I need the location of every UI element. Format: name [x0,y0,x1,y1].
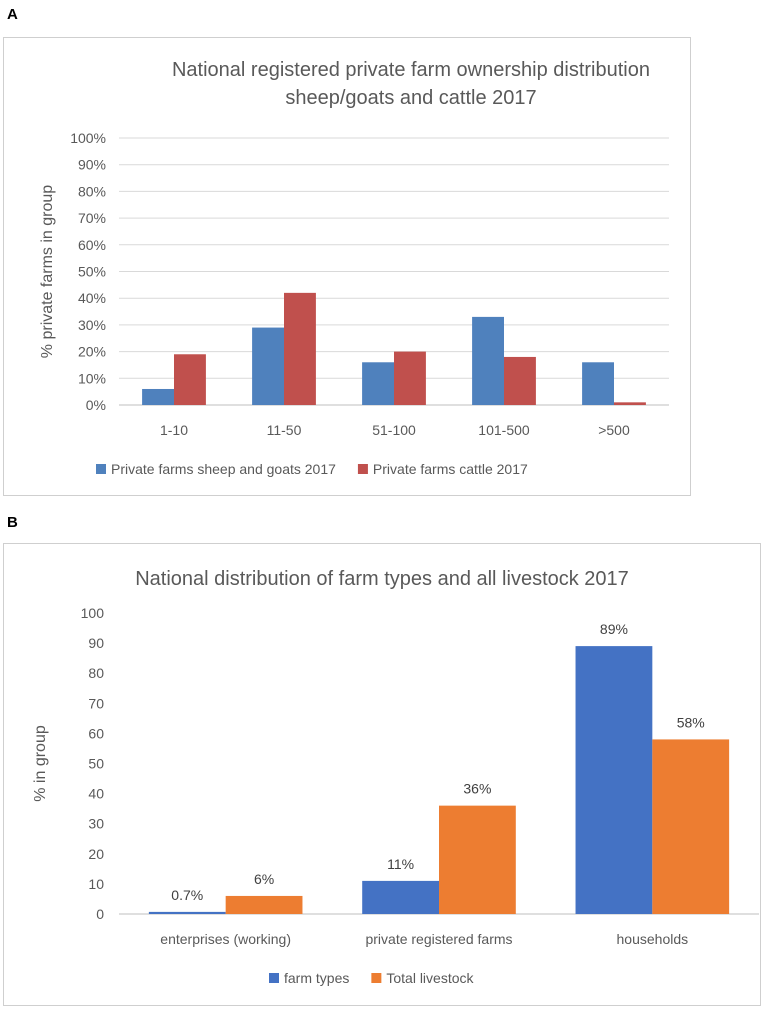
y-tick-label: 80% [78,183,106,199]
panel-label-a: A [7,6,18,23]
x-tick-label: 51-100 [372,422,416,438]
data-label: 11% [387,856,414,872]
legend-swatch [269,973,279,983]
y-tick-label: 0 [96,906,104,922]
y-tick-label: 60 [88,725,104,741]
legend-label: Private farms sheep and goats 2017 [111,461,336,477]
bar-private-farms-cattle-2017 [284,292,316,405]
bar-private-farms-cattle-2017 [504,356,536,405]
chart-title: sheep/goats and cattle 2017 [285,87,536,109]
y-tick-label: 40% [78,290,106,306]
bar-private-farms-cattle-2017 [174,354,206,405]
y-tick-label: 20% [78,344,106,360]
y-tick-label: 10 [88,876,104,892]
chart-title: National registered private farm ownersh… [172,59,650,81]
y-axis-label: % private farms in group [39,185,56,359]
legend-swatch [371,973,382,983]
bar-private-farms-cattle-2017 [394,351,426,405]
chart-b: National distribution of farm types and … [32,568,759,986]
bar-private-farms-sheep-and-goats-2017 [252,327,284,405]
x-tick-label: enterprises (working) [160,931,291,947]
legend-swatch [96,464,106,474]
bar-total-livestock [225,895,303,914]
bar-total-livestock [439,805,516,914]
y-tick-label: 70% [78,210,106,226]
y-tick-label: 10% [78,370,106,386]
bar-private-farms-cattle-2017 [614,402,646,405]
x-tick-label: 11-50 [267,422,302,438]
data-label: 36% [463,781,491,797]
bar-farm-types [362,880,439,914]
data-label: 0.7% [171,887,203,903]
x-tick-label: 101-500 [478,422,530,438]
legend-label: Total livestock [386,970,474,986]
x-tick-label: households [617,931,689,947]
data-label: 58% [677,714,705,730]
bar-total-livestock [652,739,730,914]
y-tick-label: 30% [78,317,106,333]
legend-swatch [357,464,368,474]
y-tick-label: 90 [88,635,104,651]
y-tick-label: 60% [78,237,106,253]
chart-a: National registered private farm ownersh… [39,59,669,477]
data-label: 89% [600,621,628,637]
bar-farm-types [148,911,226,914]
bar-private-farms-sheep-and-goats-2017 [472,316,504,405]
chart-a-frame: National registered private farm ownersh… [3,37,691,496]
y-tick-label: 50 [88,756,104,772]
bar-private-farms-sheep-and-goats-2017 [582,362,614,405]
legend-label: farm types [284,970,349,986]
y-tick-label: 20 [88,846,104,862]
bar-farm-types [575,646,653,914]
chart-b-frame: National distribution of farm types and … [3,543,761,1006]
bar-private-farms-sheep-and-goats-2017 [142,388,174,405]
y-tick-label: 100 [81,605,105,621]
y-tick-label: 100% [70,130,106,146]
y-tick-label: 50% [78,264,106,280]
x-tick-label: >500 [598,422,630,438]
x-tick-label: 1-10 [160,422,188,438]
data-label: 6% [254,871,274,887]
x-tick-label: private registered farms [365,931,512,947]
chart-title: National distribution of farm types and … [135,568,629,590]
y-tick-label: 40 [88,786,104,802]
y-tick-label: 0% [86,397,106,413]
y-tick-label: 70 [88,695,104,711]
y-tick-label: 90% [78,157,106,173]
y-tick-label: 30 [88,816,104,832]
legend-label: Private farms cattle 2017 [373,461,528,477]
y-tick-label: 80 [88,665,104,681]
bar-private-farms-sheep-and-goats-2017 [362,362,394,405]
panel-label-b: B [7,514,18,531]
y-axis-label: % in group [32,725,49,802]
